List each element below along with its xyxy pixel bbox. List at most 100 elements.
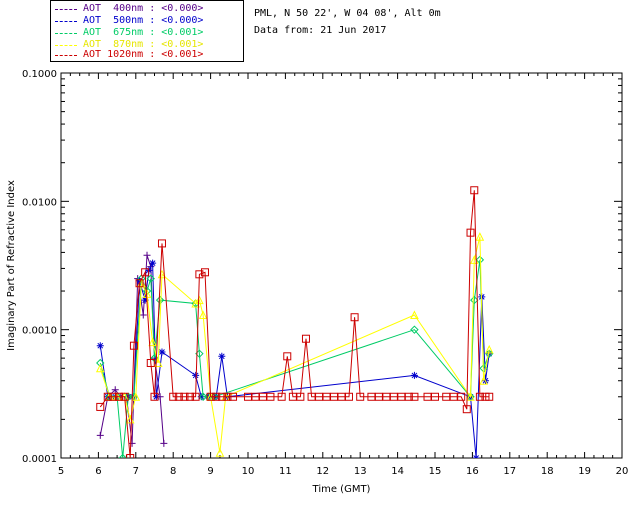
x-tick-label: 7: [133, 466, 139, 477]
data-point-square: [126, 454, 135, 458]
legend-swatch-400nm: [55, 9, 77, 10]
legend-item-870nm: AOT 870nm : <0.001>: [55, 39, 203, 51]
data-point-plus: [128, 439, 136, 447]
data-point-square: [141, 268, 150, 277]
legend-swatch-870nm: [55, 45, 77, 46]
data-point-triangle: [479, 376, 488, 385]
data-point-square: [457, 392, 466, 401]
legend-item-1020nm: AOT 1020nm : <0.001>: [55, 49, 203, 61]
legend-item-400nm: AOT 400nm : <0.000>: [55, 3, 203, 15]
data-point-square: [217, 392, 226, 401]
legend-label-500nm: AOT 500nm : <0.000>: [83, 15, 204, 26]
data-point-plus: [111, 386, 119, 394]
legend-swatch-675nm: [55, 33, 77, 34]
legend-label-675nm: AOT 675nm : <0.001>: [83, 27, 204, 38]
data-point-square: [191, 392, 200, 401]
x-tick-label: 12: [316, 466, 329, 477]
data-point-diamond: [155, 295, 165, 305]
data-point-square: [180, 392, 189, 401]
x-tick-label: 14: [391, 466, 404, 477]
series-line: [99, 259, 490, 458]
data-point-square: [356, 392, 365, 401]
x-tick-label: 15: [429, 466, 442, 477]
y-tick-label: 0.0100: [22, 197, 57, 208]
data-point-square: [410, 392, 419, 401]
data-point-square: [485, 392, 494, 401]
site-location-label: PML, N 50 22', W 04 08', Alt 0m: [254, 8, 441, 19]
data-point-asterisk: [96, 342, 104, 350]
data-point-triangle: [215, 448, 225, 457]
x-tick-label: 11: [279, 466, 292, 477]
data-point-asterisk: [410, 371, 418, 379]
data-point-square: [431, 392, 439, 401]
data-point-square: [114, 392, 123, 401]
legend-label-870nm: AOT 870nm : <0.001>: [83, 39, 204, 50]
data-point-square: [229, 392, 238, 401]
data-point-square: [283, 352, 292, 361]
y-tick-label: 0.1000: [22, 69, 57, 80]
data-point-diamond: [485, 349, 494, 358]
data-point-diamond: [470, 295, 479, 305]
x-axis-title: Time (GMT): [312, 484, 371, 495]
series-4: [96, 186, 494, 458]
data-point-square: [150, 392, 159, 401]
data-point-square: [206, 392, 215, 401]
legend-item-675nm: AOT 675nm : <0.001>: [55, 27, 203, 39]
data-point-asterisk: [158, 348, 166, 356]
data-point-diamond: [198, 392, 208, 401]
x-tick-label: 16: [466, 466, 479, 477]
data-point-square: [466, 228, 475, 237]
data-point-asterisk: [218, 352, 226, 360]
x-tick-label: 8: [170, 466, 176, 477]
data-point-square: [223, 392, 232, 401]
data-point-square: [103, 392, 112, 401]
data-point-triangle: [95, 363, 105, 373]
data-point-square: [157, 239, 166, 248]
data-point-asterisk: [192, 371, 200, 379]
y-axis-title: Imaginary Part of Refractive Index: [6, 180, 17, 351]
data-point-square: [174, 392, 183, 401]
data-point-square: [186, 392, 195, 401]
data-point-asterisk: [472, 454, 480, 458]
legend-swatch-500nm: [55, 21, 77, 22]
data-point-triangle: [131, 392, 141, 401]
data-point-diamond: [137, 274, 146, 283]
x-tick-label: 10: [242, 466, 255, 477]
x-tick-label: 13: [354, 466, 367, 477]
data-point-asterisk: [485, 350, 493, 358]
data-point-square: [169, 392, 178, 401]
x-tick-label: 19: [578, 466, 591, 477]
data-point-diamond: [475, 255, 485, 265]
data-point-square: [120, 392, 129, 401]
data-point-asterisk: [141, 296, 149, 304]
data-point-square: [475, 392, 484, 401]
data-point-triangle: [466, 392, 475, 401]
data-point-asterisk: [197, 393, 205, 401]
series-line: [99, 236, 490, 453]
legend-label-400nm: AOT 400nm : <0.000>: [83, 3, 204, 14]
data-point-triangle: [195, 295, 204, 305]
data-point-square: [96, 402, 105, 411]
data-point-square: [266, 392, 275, 401]
data-point-plus: [139, 311, 147, 319]
series-3: [95, 232, 494, 457]
data-point-plus: [143, 251, 151, 259]
data-point-square: [135, 279, 144, 288]
data-point-diamond: [118, 453, 127, 458]
x-tick-label: 6: [95, 466, 101, 477]
x-tick-label: 20: [616, 466, 629, 477]
data-point-square: [470, 186, 479, 195]
data-point-square: [404, 392, 413, 401]
data-point-diamond: [96, 358, 105, 368]
y-tick-label: 0.0010: [22, 326, 57, 337]
data-point-triangle: [198, 310, 208, 320]
data-point-plus: [96, 431, 104, 439]
series-line: [99, 190, 490, 458]
x-tick-label: 5: [58, 466, 64, 477]
data-point-square: [146, 358, 155, 367]
legend-item-500nm: AOT 500nm : <0.000>: [55, 15, 203, 27]
data-point-triangle: [475, 232, 485, 241]
data-point-square: [301, 334, 310, 343]
data-point-square: [462, 405, 471, 414]
